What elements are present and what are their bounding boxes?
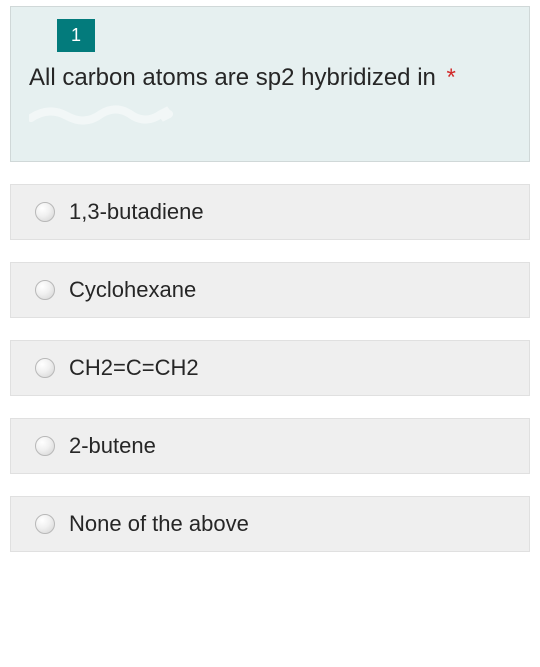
option-row[interactable]: 2-butene	[10, 418, 530, 474]
redaction-scribble	[29, 100, 189, 128]
radio-icon[interactable]	[35, 514, 55, 534]
required-mark: *	[447, 64, 456, 91]
option-row[interactable]: CH2=C=CH2	[10, 340, 530, 396]
question-header: 1 All carbon atoms are sp2 hybridized in…	[10, 6, 530, 162]
question-number-badge: 1	[57, 19, 95, 52]
option-row[interactable]: 1,3-butadiene	[10, 184, 530, 240]
question-text-content: All carbon atoms are sp2 hybridized in	[29, 64, 436, 91]
radio-icon[interactable]	[35, 358, 55, 378]
option-label: None of the above	[69, 511, 249, 537]
radio-icon[interactable]	[35, 280, 55, 300]
option-row[interactable]: None of the above	[10, 496, 530, 552]
radio-icon[interactable]	[35, 436, 55, 456]
option-label: 2-butene	[69, 433, 156, 459]
option-label: CH2=C=CH2	[69, 355, 199, 381]
option-label: Cyclohexane	[69, 277, 196, 303]
question-text: All carbon atoms are sp2 hybridized in *	[29, 62, 511, 94]
radio-icon[interactable]	[35, 202, 55, 222]
option-label: 1,3-butadiene	[69, 199, 204, 225]
option-row[interactable]: Cyclohexane	[10, 262, 530, 318]
